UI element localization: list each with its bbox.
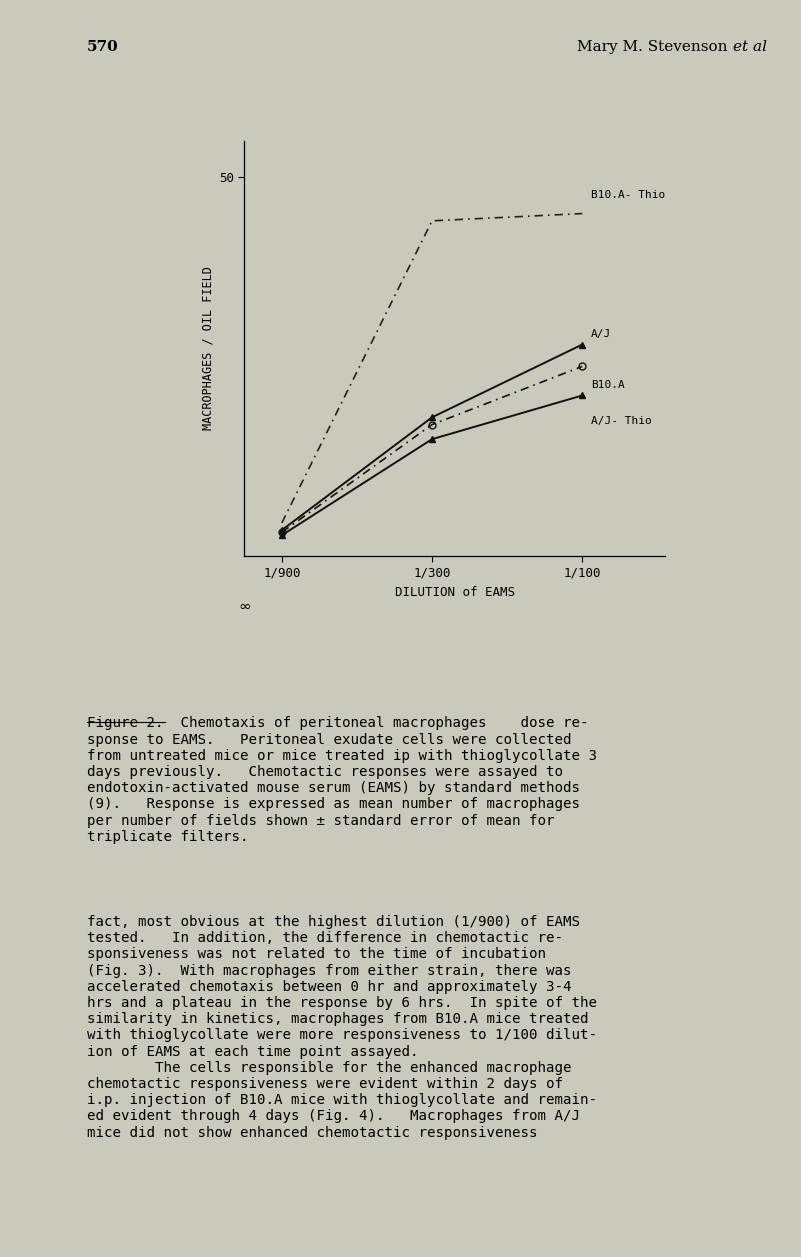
Text: A/J- Thio: A/J- Thio (591, 416, 652, 426)
Text: A/J: A/J (591, 328, 611, 338)
Text: et al: et al (733, 40, 767, 54)
Text: 570: 570 (87, 40, 119, 54)
Text: Figure 2.  Chemotaxis of peritoneal macrophages    dose re-
sponse to EAMS.   Pe: Figure 2. Chemotaxis of peritoneal macro… (87, 716, 597, 843)
Text: ∞: ∞ (238, 600, 251, 615)
Y-axis label: MACROPHAGES / OIL FIELD: MACROPHAGES / OIL FIELD (202, 266, 215, 430)
Text: B10.A: B10.A (591, 380, 625, 390)
Text: Mary M. Stevenson: Mary M. Stevenson (577, 40, 732, 54)
X-axis label: DILUTION of EAMS: DILUTION of EAMS (395, 586, 514, 598)
Text: fact, most obvious at the highest dilution (1/900) of EAMS
tested.   In addition: fact, most obvious at the highest diluti… (87, 915, 597, 1140)
Text: B10.A- Thio: B10.A- Thio (591, 190, 666, 200)
